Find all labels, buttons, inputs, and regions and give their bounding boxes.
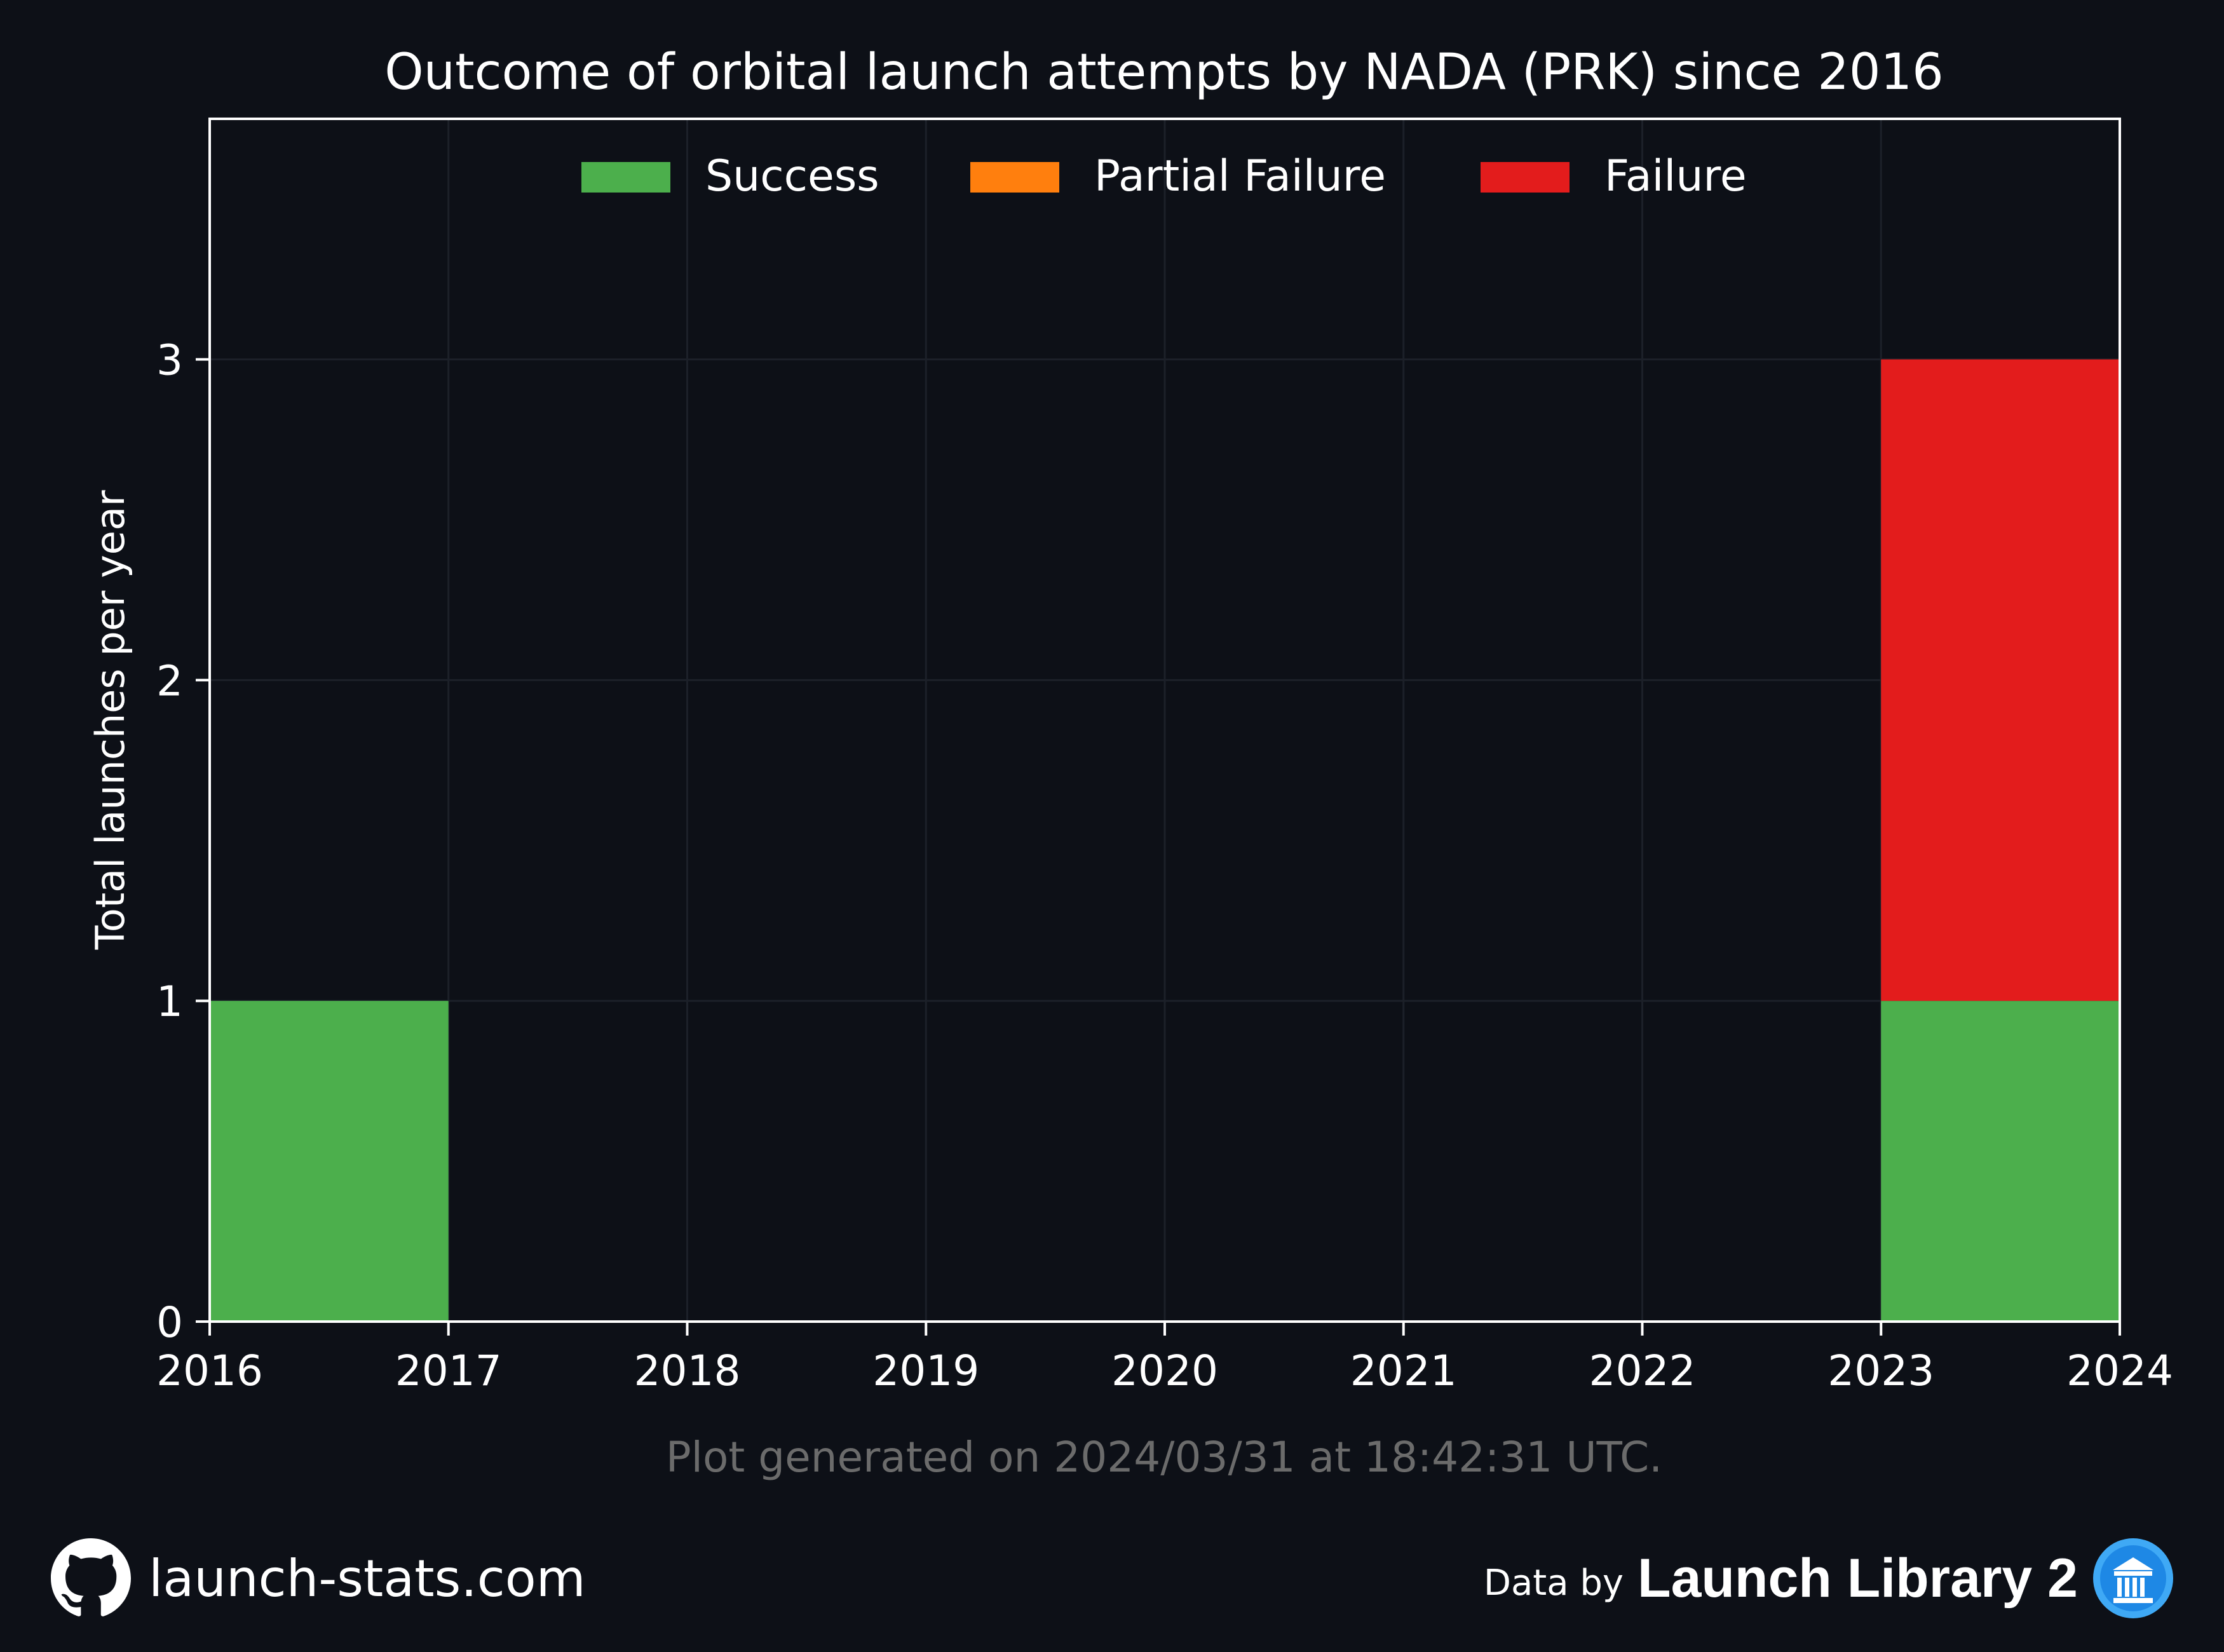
bars (210, 359, 2120, 1322)
y-tick-label: 3 (156, 336, 183, 385)
legend-label: Success (705, 151, 879, 201)
grid-lines (208, 119, 2121, 1323)
x-tick-label: 2024 (2066, 1346, 2173, 1395)
data-by-label: Data by (1483, 1562, 1624, 1604)
y-tick-label: 2 (156, 656, 183, 705)
chart-title: Outcome of orbital launch attempts by NA… (384, 44, 1943, 101)
bar-success (1881, 1001, 2120, 1322)
github-icon (51, 1538, 131, 1616)
x-tick-label: 2020 (1111, 1346, 1218, 1395)
axis-ticks: 2016 2017 2018 2019 2020 2021 2022 2023 2024 0 1 2 3 (156, 336, 2173, 1395)
x-tick-label: 2017 (395, 1346, 502, 1395)
y-tick-label: 1 (156, 977, 183, 1026)
plot-generated-note: Plot generated on 2024/03/31 at 18:42:31… (666, 1433, 1662, 1482)
x-tick-label: 2021 (1350, 1346, 1457, 1395)
legend-swatch (970, 162, 1059, 193)
legend-swatch (581, 162, 670, 193)
bar-failure (1881, 359, 2120, 1001)
x-tick-label: 2022 (1589, 1346, 1696, 1395)
footer-site-link[interactable]: launch-stats.com (51, 1534, 586, 1623)
y-axis-label: Total launches per year (87, 490, 133, 950)
footer-site-text: launch-stats.com (149, 1548, 586, 1608)
legend-label: Partial Failure (1094, 151, 1386, 201)
x-tick-label: 2023 (1827, 1346, 1934, 1395)
x-tick-label: 2018 (634, 1346, 741, 1395)
launch-library-logo-icon (2093, 1538, 2173, 1618)
footer-data-credit[interactable]: Data by Launch Library 2 (1484, 1534, 2174, 1623)
legend: Success Partial Failure Failure (581, 151, 1747, 201)
x-tick-label: 2019 (872, 1346, 979, 1395)
y-tick-label: 0 (156, 1298, 183, 1347)
legend-label: Failure (1604, 151, 1747, 201)
data-provider-name: Launch Library 2 (1637, 1547, 2078, 1609)
legend-swatch (1481, 162, 1570, 193)
bar-success (210, 1001, 449, 1322)
x-tick-label: 2016 (156, 1346, 263, 1395)
